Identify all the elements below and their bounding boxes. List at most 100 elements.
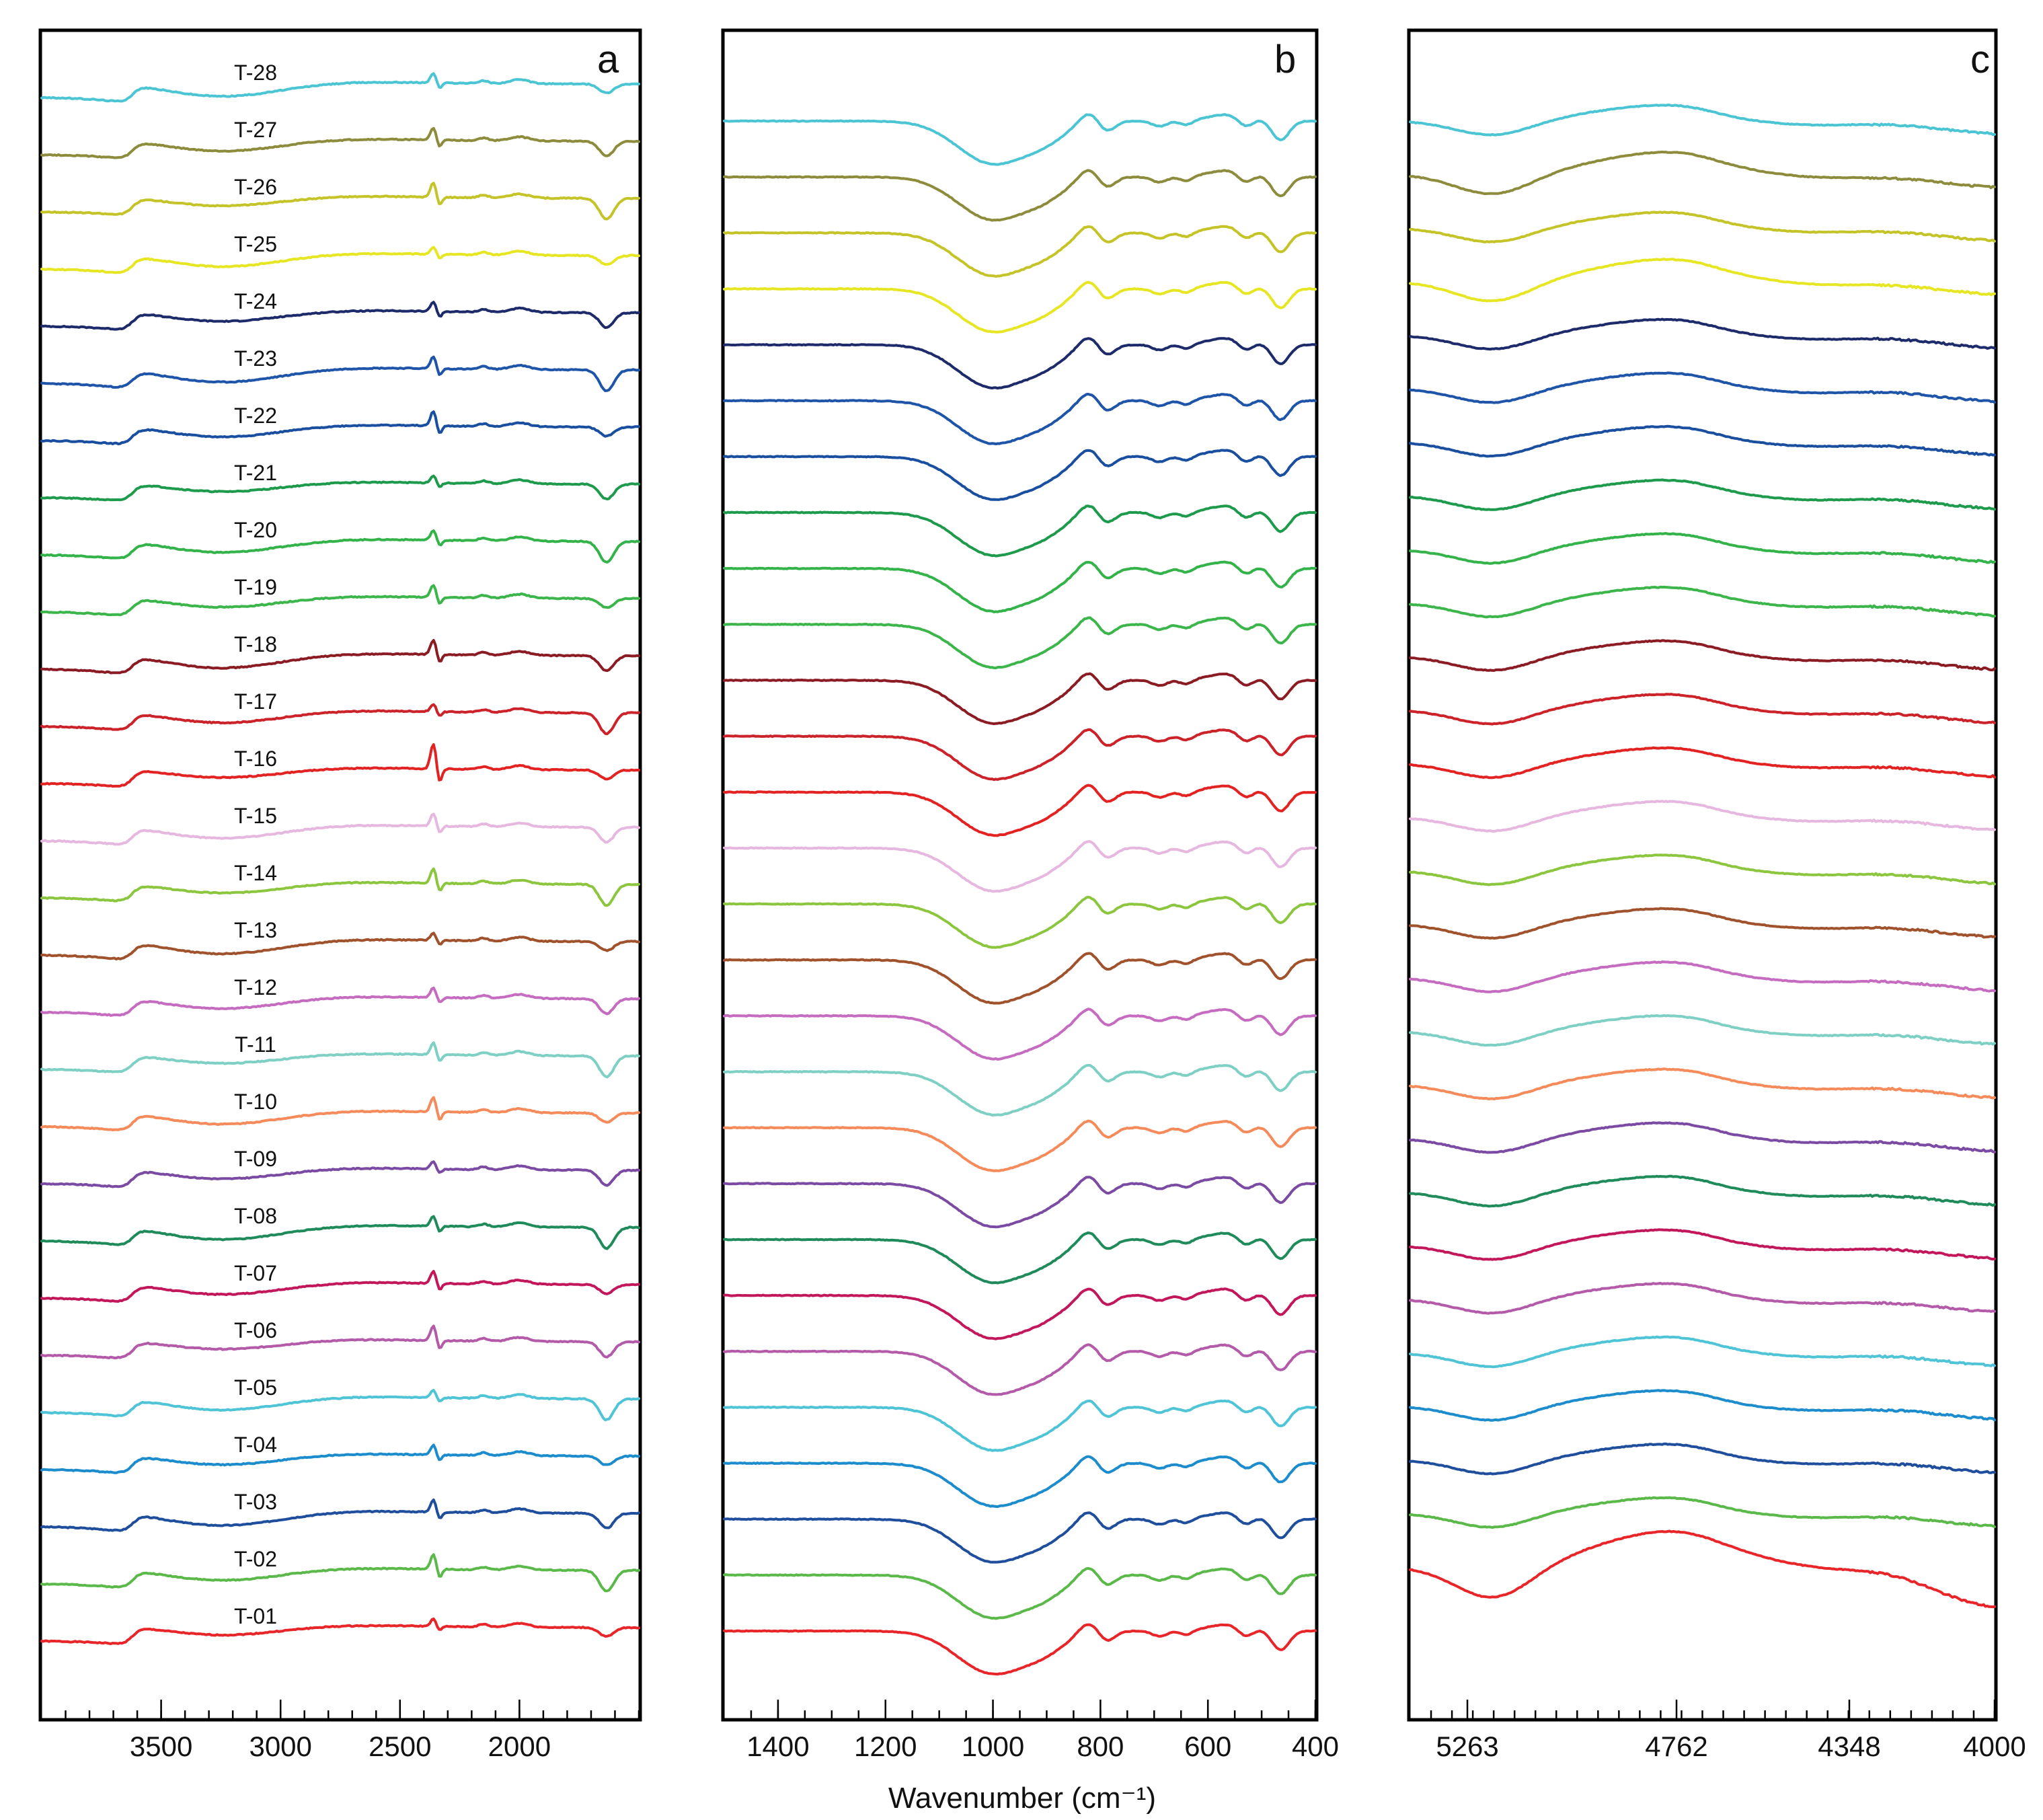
spectrum-c-t-09 bbox=[1409, 1121, 1996, 1154]
spectrum-b-t-12 bbox=[723, 1008, 1317, 1061]
panel-a-frame bbox=[38, 28, 642, 1722]
spectrum-b-t-17 bbox=[723, 728, 1317, 782]
sample-label-t-13: T-13 bbox=[234, 918, 277, 942]
spectrum-b-t-15 bbox=[723, 840, 1317, 893]
spectrum-a-t-25 bbox=[40, 245, 640, 274]
spectrum-b-t-11 bbox=[723, 1063, 1317, 1116]
panel-a-letter: a bbox=[597, 38, 619, 81]
panel-c: c 5263 4762 4348 4000 bbox=[1407, 28, 2026, 1762]
spectrum-b-t-06 bbox=[723, 1343, 1317, 1396]
sample-label-t-16: T-16 bbox=[234, 747, 277, 771]
spectrum-c-t-12 bbox=[1409, 960, 1996, 993]
spectrum-c-t-13 bbox=[1409, 907, 1996, 940]
tick-label-b-800: 800 bbox=[1077, 1731, 1124, 1762]
spectrum-c-t-14 bbox=[1409, 854, 1996, 886]
spectrum-c-t-10 bbox=[1409, 1067, 1996, 1101]
panel-c-spectra bbox=[1409, 104, 1996, 1609]
spectrum-c-t-11 bbox=[1409, 1014, 1996, 1047]
spectrum-b-t-21 bbox=[723, 504, 1317, 558]
sample-label-t-19: T-19 bbox=[234, 575, 277, 599]
sample-label-t-17: T-17 bbox=[234, 689, 277, 714]
sample-label-t-11: T-11 bbox=[235, 1032, 276, 1057]
spectrum-b-t-24 bbox=[723, 337, 1317, 390]
spectrum-c-t-02 bbox=[1409, 1496, 1996, 1529]
tick-label-c-4000: 4000 bbox=[1963, 1731, 2026, 1762]
spectrum-b-t-18 bbox=[723, 672, 1317, 726]
panel-a-x-axis: 3500 3000 2500 2000 bbox=[65, 1700, 640, 1762]
spectrum-b-t-13 bbox=[723, 952, 1317, 1005]
tick-label-c-4348: 4348 bbox=[1818, 1731, 1880, 1762]
tick-label-b-1400: 1400 bbox=[746, 1731, 809, 1762]
tick-label-a-3500: 3500 bbox=[130, 1731, 192, 1762]
panel-b: b 1400 1200 1000 800 600 400 bbox=[721, 28, 1339, 1762]
spectrum-b-t-02 bbox=[723, 1566, 1317, 1620]
spectrum-b-t-10 bbox=[723, 1119, 1317, 1172]
spectrum-a-t-04 bbox=[40, 1443, 640, 1474]
spectrum-c-t-18 bbox=[1409, 639, 1996, 672]
spectrum-a-t-01 bbox=[40, 1617, 640, 1645]
sample-label-t-14: T-14 bbox=[234, 861, 277, 885]
spectrum-c-t-25 bbox=[1409, 258, 1996, 303]
sample-label-t-04: T-04 bbox=[234, 1433, 277, 1457]
spectrum-b-t-16 bbox=[723, 784, 1317, 837]
sample-label-t-22: T-22 bbox=[234, 404, 277, 428]
spectrum-b-t-14 bbox=[723, 895, 1317, 949]
spectrum-c-t-27 bbox=[1409, 150, 1996, 196]
spectrum-c-t-20 bbox=[1409, 532, 1996, 565]
tick-label-b-1200: 1200 bbox=[854, 1731, 917, 1762]
spectrum-a-t-07 bbox=[40, 1270, 640, 1303]
spectrum-b-t-07 bbox=[723, 1287, 1317, 1340]
sample-label-t-06: T-06 bbox=[234, 1318, 277, 1342]
spectrum-a-t-11 bbox=[40, 1041, 640, 1079]
spectrum-b-t-04 bbox=[723, 1455, 1317, 1509]
panel-b-spectra bbox=[723, 113, 1317, 1676]
spectrum-b-t-08 bbox=[723, 1231, 1317, 1285]
tick-label-c-5263: 5263 bbox=[1436, 1731, 1498, 1762]
sample-label-t-18: T-18 bbox=[234, 632, 277, 656]
sample-label-t-02: T-02 bbox=[234, 1547, 277, 1571]
sample-label-t-09: T-09 bbox=[234, 1147, 277, 1171]
spectrum-c-t-01 bbox=[1409, 1529, 1996, 1609]
spectrum-c-t-24 bbox=[1409, 317, 1996, 351]
spectrum-a-t-22 bbox=[40, 410, 640, 446]
tick-label-a-2000: 2000 bbox=[488, 1731, 551, 1762]
spectrum-c-t-19 bbox=[1409, 585, 1996, 619]
spectrum-b-t-09 bbox=[723, 1176, 1317, 1229]
spectrum-c-t-05 bbox=[1409, 1335, 1996, 1369]
spectrum-b-t-22 bbox=[723, 449, 1317, 501]
spectrum-c-t-06 bbox=[1409, 1281, 1996, 1315]
spectrum-b-t-27 bbox=[723, 169, 1317, 222]
spectrum-b-t-05 bbox=[723, 1399, 1317, 1452]
spectrum-a-t-09 bbox=[40, 1160, 640, 1188]
sample-label-t-07: T-07 bbox=[234, 1261, 277, 1285]
spectrum-b-t-25 bbox=[723, 280, 1317, 334]
panel-b-letter: b bbox=[1274, 38, 1296, 81]
spectrum-a-t-10 bbox=[40, 1096, 640, 1132]
sample-label-t-05: T-05 bbox=[234, 1375, 277, 1400]
panel-a-spectra bbox=[40, 72, 640, 1645]
spectrum-c-t-26 bbox=[1409, 211, 1996, 243]
tick-label-a-3000: 3000 bbox=[249, 1731, 311, 1762]
spectrum-a-t-14 bbox=[40, 867, 640, 907]
panel-c-letter: c bbox=[1970, 38, 1990, 81]
panel-b-x-axis: 1400 1200 1000 800 600 400 bbox=[746, 1700, 1339, 1762]
sample-label-t-28: T-28 bbox=[234, 61, 277, 85]
spectrum-a-t-06 bbox=[40, 1324, 640, 1359]
spectrum-b-t-28 bbox=[723, 113, 1317, 166]
spectrum-a-t-23 bbox=[40, 355, 640, 392]
spectrum-c-t-07 bbox=[1409, 1228, 1996, 1261]
spectrum-c-t-16 bbox=[1409, 746, 1996, 780]
spectrum-b-t-03 bbox=[723, 1511, 1317, 1564]
spectrum-c-t-08 bbox=[1409, 1174, 1996, 1208]
sample-label-t-20: T-20 bbox=[234, 518, 277, 542]
spectrum-a-t-18 bbox=[40, 639, 640, 675]
sample-label-t-15: T-15 bbox=[234, 804, 277, 828]
sample-label-t-24: T-24 bbox=[234, 289, 277, 313]
spectrum-a-t-12 bbox=[40, 986, 640, 1017]
tick-label-b-400: 400 bbox=[1292, 1731, 1339, 1762]
spectrum-b-t-01 bbox=[723, 1623, 1317, 1676]
spectrum-c-t-03 bbox=[1409, 1442, 1996, 1476]
spectrum-c-t-04 bbox=[1409, 1389, 1996, 1422]
spectrum-a-t-13 bbox=[40, 932, 640, 961]
